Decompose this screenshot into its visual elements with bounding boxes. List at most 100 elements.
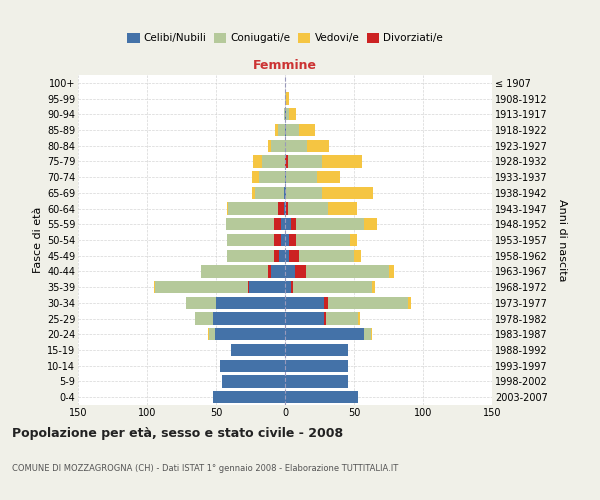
Bar <box>281 234 285 246</box>
Bar <box>285 92 286 104</box>
Bar <box>289 234 296 246</box>
Bar <box>285 140 307 152</box>
Bar <box>296 234 350 246</box>
Bar <box>285 171 286 183</box>
Bar <box>285 328 364 340</box>
Bar <box>284 202 285 214</box>
Bar <box>306 266 389 278</box>
Bar <box>278 124 285 136</box>
Bar <box>249 281 285 293</box>
Bar <box>285 186 286 199</box>
Bar <box>293 281 372 293</box>
Bar <box>220 360 285 372</box>
Bar <box>252 186 254 199</box>
Bar <box>389 266 394 278</box>
Bar <box>262 156 285 168</box>
Bar <box>227 234 274 246</box>
Bar <box>371 328 372 340</box>
Bar <box>280 250 285 262</box>
Text: Femmine: Femmine <box>253 58 317 71</box>
Bar <box>364 218 377 230</box>
Bar <box>216 296 285 309</box>
Bar <box>285 108 286 120</box>
Text: COMUNE DI MOZZAGROGNA (CH) - Dati ISTAT 1° gennaio 2008 - Elaborazione TUTTITALI: COMUNE DI MOZZAGROGNA (CH) - Dati ISTAT … <box>12 464 398 473</box>
Bar <box>286 186 322 199</box>
Bar <box>285 234 289 246</box>
Bar <box>274 218 281 230</box>
Bar <box>328 202 357 214</box>
Bar <box>285 124 286 136</box>
Bar <box>285 344 349 356</box>
Bar <box>226 218 274 230</box>
Bar <box>326 312 358 324</box>
Bar <box>285 202 286 214</box>
Bar <box>154 281 155 293</box>
Bar <box>288 156 322 168</box>
Bar <box>296 218 364 230</box>
Bar <box>323 312 326 324</box>
Bar <box>408 296 410 309</box>
Legend: Celibi/Nubili, Coniugati/e, Vedovi/e, Divorziati/e: Celibi/Nubili, Coniugati/e, Vedovi/e, Di… <box>123 29 447 48</box>
Bar <box>285 250 289 262</box>
Bar <box>299 124 316 136</box>
Bar <box>285 376 349 388</box>
Bar <box>284 108 285 120</box>
Bar <box>285 312 323 324</box>
Bar <box>354 250 361 262</box>
Bar <box>285 281 290 293</box>
Bar <box>285 156 288 168</box>
Bar <box>285 391 358 404</box>
Bar <box>254 186 284 199</box>
Bar <box>227 250 274 262</box>
Bar <box>286 171 317 183</box>
Bar <box>274 234 281 246</box>
Bar <box>285 266 295 278</box>
Bar <box>289 250 299 262</box>
Bar <box>328 296 408 309</box>
Bar <box>323 296 328 309</box>
Bar <box>358 312 359 324</box>
Bar <box>290 218 296 230</box>
Bar <box>208 328 209 340</box>
Bar <box>213 312 285 324</box>
Text: Popolazione per età, sesso e stato civile - 2008: Popolazione per età, sesso e stato civil… <box>12 428 343 440</box>
Bar <box>221 376 285 388</box>
Bar <box>155 281 248 293</box>
Bar <box>268 266 271 278</box>
Bar <box>285 218 290 230</box>
Bar <box>322 156 362 168</box>
Bar <box>201 266 268 278</box>
Y-axis label: Fasce di età: Fasce di età <box>32 207 43 273</box>
Bar <box>350 234 357 246</box>
Bar <box>290 281 293 293</box>
Bar <box>185 296 216 309</box>
Bar <box>364 328 371 340</box>
Bar <box>299 250 354 262</box>
Bar <box>209 328 215 340</box>
Bar <box>196 312 213 324</box>
Bar <box>322 186 373 199</box>
Bar <box>295 266 306 278</box>
Bar <box>268 140 271 152</box>
Bar <box>288 202 328 214</box>
Bar <box>271 140 285 152</box>
Bar <box>274 250 280 262</box>
Bar <box>275 124 278 136</box>
Bar <box>307 140 329 152</box>
Bar <box>253 156 262 168</box>
Bar <box>213 391 285 404</box>
Bar <box>215 328 285 340</box>
Bar <box>285 296 323 309</box>
Bar <box>286 92 289 104</box>
Bar <box>227 202 229 214</box>
Bar <box>271 266 285 278</box>
Bar <box>286 108 289 120</box>
Bar <box>372 281 374 293</box>
Y-axis label: Anni di nascita: Anni di nascita <box>557 198 567 281</box>
Bar <box>285 360 349 372</box>
Bar <box>289 108 296 120</box>
Bar <box>259 171 285 183</box>
Bar <box>286 124 299 136</box>
Bar <box>252 171 259 183</box>
Bar <box>317 171 340 183</box>
